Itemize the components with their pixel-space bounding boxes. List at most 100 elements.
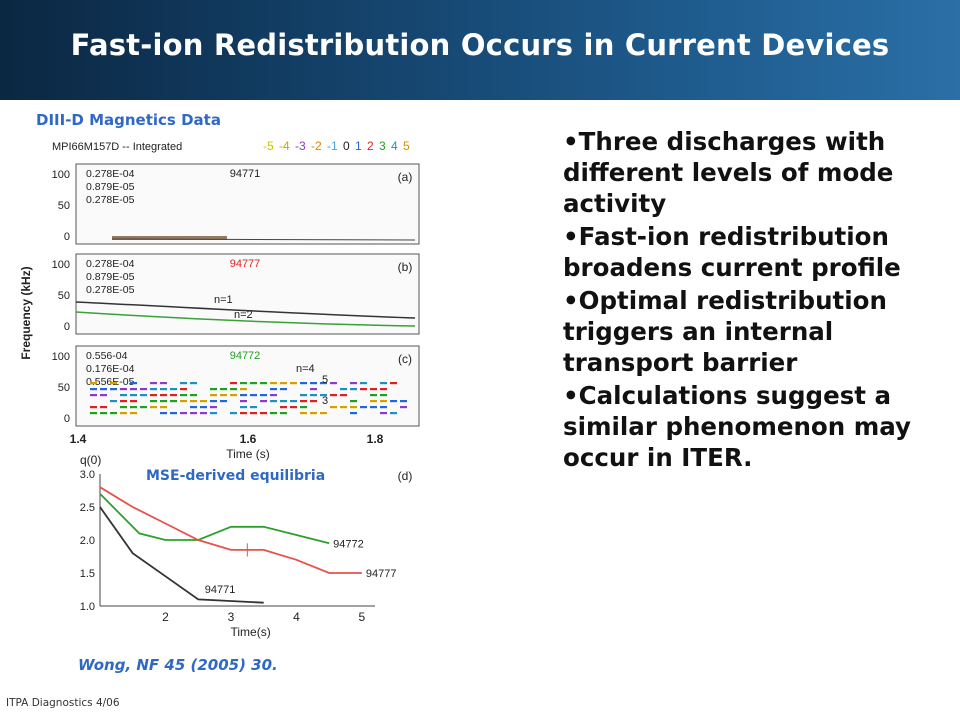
mode-activity-mark <box>400 406 407 408</box>
contour-level-label: 0.278E-04 <box>86 258 135 270</box>
mode-activity-mark <box>130 388 137 390</box>
mode-activity-mark <box>110 382 117 384</box>
mode-activity-mark <box>210 394 217 396</box>
mode-activity-mark <box>240 388 247 390</box>
mode-activity-mark <box>380 382 387 384</box>
mode-activity-mark <box>150 382 157 384</box>
spectrogram-header: MPI66M157D -- Integrated <box>52 141 182 153</box>
y-tick-label: 100 <box>52 351 70 363</box>
mode-activity-mark <box>280 388 287 390</box>
mode-activity-mark <box>270 394 277 396</box>
mode-activity-mark <box>280 382 287 384</box>
mode-label: n=2 <box>234 309 253 321</box>
mode-activity-mark <box>120 388 127 390</box>
mode-activity-mark <box>170 394 177 396</box>
q-plot-y-label: q(0) <box>80 453 101 467</box>
mode-number-label: 1 <box>355 139 362 153</box>
mode-activity-mark <box>180 394 187 396</box>
q-series-line <box>100 494 329 544</box>
mode-activity-mark <box>350 382 357 384</box>
contour-level-label: 0.879E-05 <box>86 271 135 283</box>
mode-activity-mark <box>160 388 167 390</box>
mode-activity-mark <box>290 406 297 408</box>
mode-activity-mark <box>210 406 217 408</box>
mode-activity-mark <box>160 412 167 414</box>
mode-activity-mark <box>170 400 177 402</box>
bullet-item: •Optimal redistribution triggers an inte… <box>563 285 953 378</box>
mode-activity-mark <box>200 400 207 402</box>
y-tick-label: 0 <box>64 321 70 333</box>
mode-activity-mark <box>230 394 237 396</box>
mode-activity-mark <box>320 412 327 414</box>
x-tick-label: 1.6 <box>240 432 257 446</box>
mode-activity-mark <box>190 382 197 384</box>
mode-activity-mark <box>380 412 387 414</box>
mse-label: MSE-derived equilibria <box>146 468 325 484</box>
q-series-label: 94771 <box>205 584 236 596</box>
q-x-tick-label: 5 <box>359 610 366 624</box>
shot-number-label: 94777 <box>230 258 261 270</box>
mode-activity-mark <box>120 400 127 402</box>
mode-activity-mark <box>300 382 307 384</box>
q-x-tick-label: 3 <box>228 610 235 624</box>
mode-activity-mark <box>360 388 367 390</box>
mode-activity-mark <box>180 382 187 384</box>
mode-activity-mark <box>280 400 287 402</box>
mode-number-label: -2 <box>311 139 322 153</box>
contour-level-label: 0.278E-05 <box>86 194 135 206</box>
q-y-tick-label: 3.0 <box>80 469 95 481</box>
mode-activity-mark <box>170 412 177 414</box>
mode-activity-mark <box>380 394 387 396</box>
citation: Wong, NF 45 (2005) 30. <box>78 656 278 674</box>
mode-activity-mark <box>130 382 137 384</box>
mode-activity-mark <box>90 406 97 408</box>
mode-activity-mark <box>140 394 147 396</box>
mode-activity-mark <box>350 388 357 390</box>
mode-activity-mark <box>160 406 167 408</box>
mode-label: 3 <box>322 395 328 407</box>
mode-activity-mark <box>190 394 197 396</box>
panel-tag: (a) <box>398 170 413 184</box>
mode-number-label: 5 <box>403 139 410 153</box>
mode-activity-mark <box>210 388 217 390</box>
mode-activity-mark <box>100 406 107 408</box>
figure-graphics: MPI66M157D -- Integrated -5 -4 -3 -2 -1 0 1 2 3 4 5… <box>0 128 460 658</box>
mode-activity-mark <box>190 412 197 414</box>
mode-activity-mark <box>100 412 107 414</box>
frequency-axis-label: Frequency (kHz) <box>19 266 33 359</box>
mode-number-label: 3 <box>379 139 386 153</box>
contour-level-label: 0.176E-04 <box>86 363 135 375</box>
mode-activity-mark <box>120 406 127 408</box>
mode-activity-mark <box>240 382 247 384</box>
mode-activity-mark <box>350 412 357 414</box>
mode-activity-mark <box>340 388 347 390</box>
mode-activity-mark <box>160 400 167 402</box>
mode-activity-mark <box>130 400 137 402</box>
mode-activity-mark <box>270 388 277 390</box>
spectrogram-group: MPI66M157D -- Integrated -5 -4 -3 -2 -1 0 1 2 3 4 5… <box>19 139 419 461</box>
mode-activity-mark <box>270 412 277 414</box>
mode-activity-mark <box>300 406 307 408</box>
panel-tag: (b) <box>398 260 413 274</box>
mode-activity-mark <box>260 394 267 396</box>
y-tick-label: 50 <box>58 200 70 212</box>
contour-level-label: 0.278E-05 <box>86 284 135 296</box>
mode-activity-mark <box>240 394 247 396</box>
figure-heading: DIII-D Magnetics Data <box>36 111 221 129</box>
mode-number-label: 4 <box>391 139 398 153</box>
y-tick-label: 0 <box>64 231 70 243</box>
mode-activity-mark <box>330 382 337 384</box>
q-y-tick-label: 2.0 <box>80 535 95 547</box>
mode-activity-mark <box>160 394 167 396</box>
mode-activity-mark <box>370 388 377 390</box>
mode-activity-mark <box>330 394 337 396</box>
mode-activity-mark <box>150 406 157 408</box>
mode-activity-mark <box>110 400 117 402</box>
mode-label: 5 <box>322 374 328 386</box>
mode-activity-mark <box>310 394 317 396</box>
slide-title: Fast-ion Redistribution Occurs in Curren… <box>0 28 960 62</box>
mode-activity-mark <box>340 406 347 408</box>
mode-activity-mark <box>100 394 107 396</box>
mode-activity-mark <box>290 382 297 384</box>
mode-activity-mark <box>120 412 127 414</box>
